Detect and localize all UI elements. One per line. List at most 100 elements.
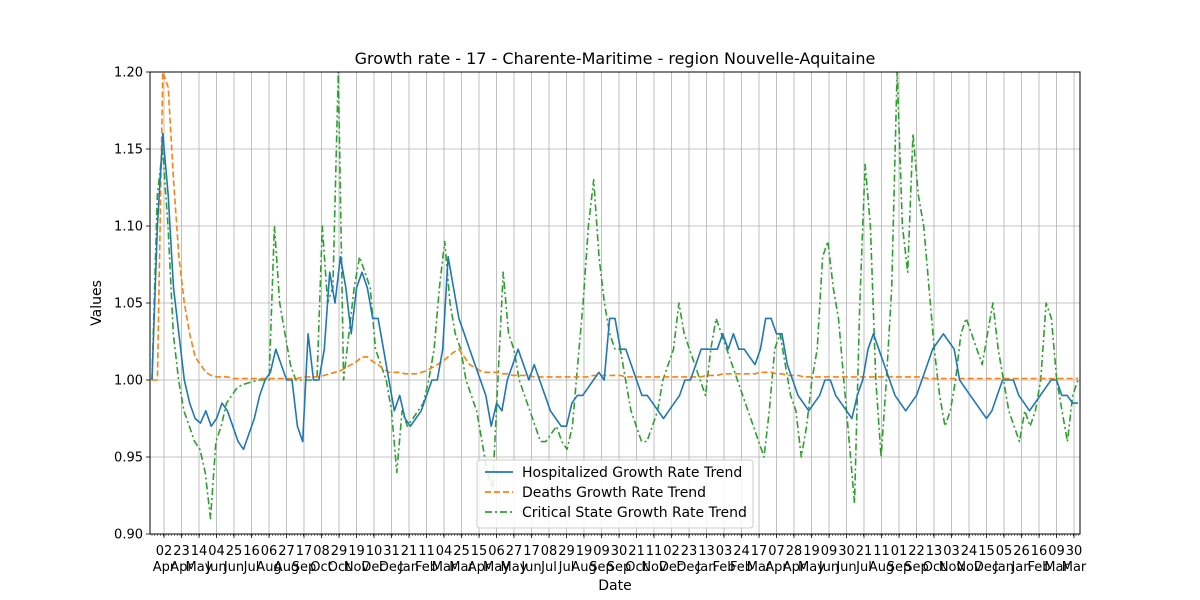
y-tick-label: 0.95 [114,451,143,466]
series-line-0 [151,132,1078,451]
x-tick-month: Sep [904,560,929,575]
x-tick-month: Jun [520,560,541,575]
x-tick-day: 25 [453,544,470,559]
x-tick-month: Dec [361,560,386,575]
x-tick-month: Sep [887,560,912,575]
x-tick-day: 24 [961,544,978,559]
x-tick-month: Mar [1044,560,1069,575]
x-tick-day: 21 [628,544,645,559]
x-tick-month: Oct [923,560,945,575]
x-tick-day: 19 [348,544,365,559]
x-tick-day: 13 [698,544,715,559]
x-tick-day: 31 [383,544,400,559]
x-tick-month: Apr [783,560,806,575]
x-tick-month: Feb [730,560,753,575]
y-tick-label: 1.00 [114,374,143,389]
x-tick-day: 01 [891,544,908,559]
x-tick-day: 05 [996,544,1013,559]
x-tick-day: 15 [978,544,995,559]
legend-label-0: Hospitalized Growth Rate Trend [522,465,742,481]
x-tick-day: 11 [418,544,435,559]
x-tick-month: Apr [153,560,176,575]
x-tick-day: 16 [243,544,260,559]
y-tick-label: 1.05 [114,297,143,312]
x-tick-month: Dec [379,560,404,575]
x-tick-day: 02 [663,544,680,559]
x-tick-month: Oct [625,560,647,575]
x-tick-day: 02 [156,544,173,559]
legend-label-2: Critical State Growth Rate Trend [522,505,747,521]
x-tick-month: Feb [1027,560,1050,575]
x-tick-day: 16 [1031,544,1048,559]
x-tick-day: 24 [733,544,750,559]
x-tick-day: 17 [523,544,540,559]
x-tick-day: 11 [646,544,663,559]
x-tick-month: Sep [607,560,632,575]
x-tick-month: May [186,560,213,575]
y-tick-label: 1.15 [114,143,143,158]
x-tick-month: Jan [1010,560,1031,575]
x-tick-month: Jul [243,560,260,575]
x-tick-month: Mar [1062,560,1087,575]
x-tick-day: 04 [436,544,453,559]
x-tick-day: 09 [821,544,838,559]
x-tick-month: Mar [449,560,474,575]
x-axis-label: Date [598,578,631,594]
x-tick-day: 30 [611,544,628,559]
legend-label-1: Deaths Growth Rate Trend [522,485,706,501]
x-tick-month: Apr [170,560,193,575]
x-tick-day: 29 [331,544,348,559]
x-tick-month: Dec [974,560,999,575]
legend: Hospitalized Growth Rate Trend Deaths Gro… [476,459,754,529]
x-tick-day: 29 [558,544,575,559]
x-tick-month: Sep [292,560,317,575]
y-tick-label: 1.20 [114,66,143,81]
x-tick-month: Dec [659,560,684,575]
x-tick-day: 21 [401,544,418,559]
y-axis-label: Values [89,280,105,326]
x-tick-day: 27 [506,544,523,559]
x-tick-month: Nov [344,560,370,575]
x-tick-day: 17 [751,544,768,559]
x-tick-day: 08 [541,544,558,559]
x-tick-day: 13 [926,544,943,559]
x-tick-day: 14 [191,544,208,559]
x-tick-month: Jun [223,560,244,575]
x-tick-day: 11 [873,544,890,559]
x-tick-day: 04 [208,544,225,559]
x-tick-day: 22 [908,544,925,559]
x-tick-day: 30 [838,544,855,559]
x-tick-day: 17 [296,544,313,559]
x-tick-month: Sep [589,560,614,575]
x-tick-month: Feb [415,560,438,575]
x-tick-day: 23 [173,544,190,559]
x-tick-day: 27 [278,544,295,559]
x-tick-day: 08 [313,544,330,559]
legend-box [476,459,754,529]
x-tick-day: 06 [261,544,278,559]
x-tick-month: Jan [993,560,1014,575]
x-tick-month: May [798,560,825,575]
x-tick-day: 03 [716,544,733,559]
x-tick-month: Aug [274,560,299,575]
x-tick-month: May [483,560,510,575]
series-layer [151,72,1079,520]
x-tick-month: Mar [747,560,772,575]
y-tick-label: 0.90 [114,528,143,543]
x-tick-month: Jul [558,560,575,575]
x-tick-month: Jan [398,560,419,575]
x-tick-month: Feb [712,560,735,575]
chart-title: Growth rate - 17 - Charente-Maritime - r… [355,49,876,68]
x-tick-month: Oct [328,560,350,575]
x-tick-day: 19 [576,544,593,559]
x-tick-day: 19 [803,544,820,559]
x-tick-month: Jun [835,560,856,575]
x-tick-month: Apr [468,560,491,575]
y-tick-label: 1.10 [114,220,143,235]
x-tick-day: 09 [593,544,610,559]
x-tick-month: Jun [205,560,226,575]
x-tick-month: Oct [310,560,332,575]
x-tick-month: Aug [571,560,596,575]
x-tick-day: 09 [1048,544,1065,559]
